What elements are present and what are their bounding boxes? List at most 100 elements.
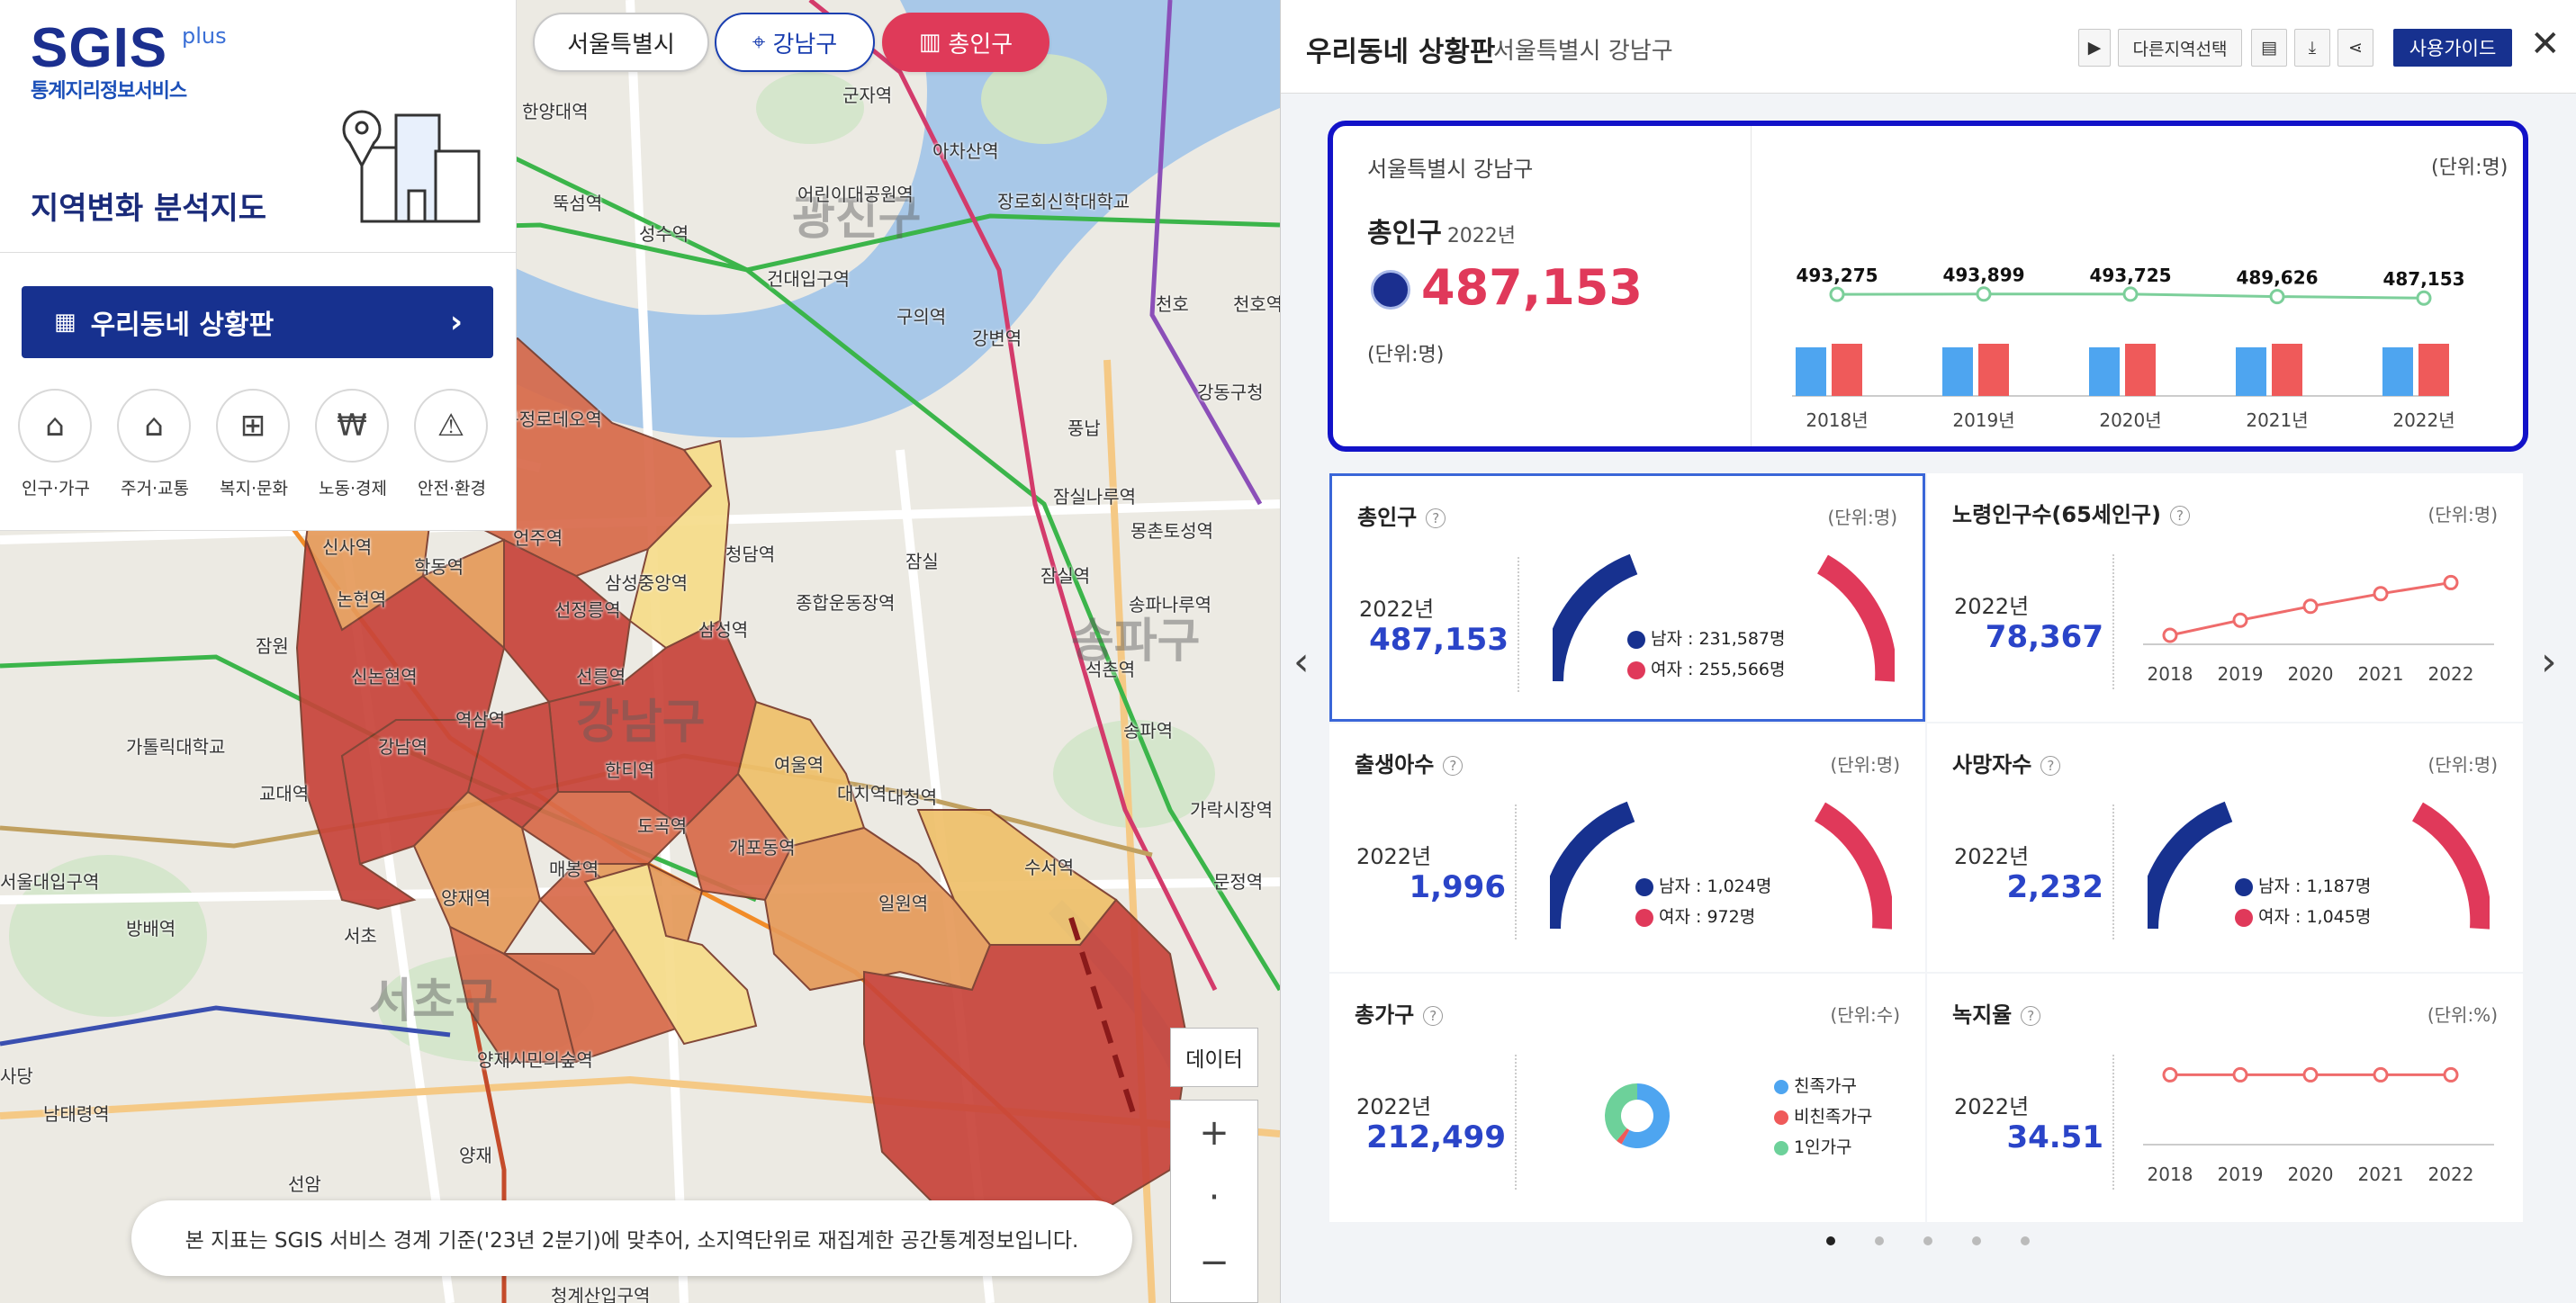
x-tick-label: 2019년 [1952,409,2014,431]
play-button[interactable]: ▶ [2078,29,2111,67]
donut-slice [1605,1083,1637,1141]
district-label: 광진구 [792,192,922,246]
data-label: 493,725 [2089,265,2171,286]
download-icon[interactable]: ⤓ [2294,29,2330,67]
card-title: 총인구? [1357,499,1446,531]
card-title: 출생아수? [1355,747,1464,778]
won-coin-icon: ₩ [315,389,389,463]
page-dot[interactable] [1923,1236,1932,1245]
district-label: 강남구 [576,696,706,750]
station-label: 선릉역 [576,666,626,687]
station-label: 양재역 [441,887,491,909]
help-icon[interactable]: ? [2021,1006,2041,1026]
population-button[interactable]: ▥ 총인구 [882,13,1049,72]
other-region-button[interactable]: 다른지역선택 [2118,29,2242,67]
legend-female: 여자 : 972명 [1635,903,1755,928]
card-title: 녹지율? [1952,997,2041,1029]
summary-unit: (단위:명) [1367,344,1445,366]
data-point [2443,574,2459,590]
card-unit: (단위:명) [2427,504,2498,526]
zoom-out-button[interactable]: − [1199,1242,1229,1283]
card-unit: (단위:명) [1827,507,1897,528]
card-value: 487,153 [1369,622,1509,658]
station-label: 천호 [1156,293,1189,315]
category-welfare-culture[interactable]: ⊞ 복지·문화 [216,389,292,499]
data-point [2122,286,2139,302]
category-label: 노동·경제 [319,479,387,499]
sgis-logo[interactable]: SGIS plus 통계지리정보서비스 [31,16,227,103]
station-label: 여울역 [774,754,824,776]
card-households[interactable]: 총가구? (단위:수) 2022년 212,499 친족가구 비친족가구 1인가… [1329,974,1925,1222]
data-label: 493,275 [1796,265,1878,286]
card-deaths[interactable]: 사망자수? (단위:명) 2022년 2,232 남자 : 1,187명 여자 … [1927,723,2523,972]
bar-female [2125,344,2156,396]
help-icon[interactable]: ? [2169,506,2190,526]
card-year: 2022년 [1954,844,2030,869]
card-year: 2022년 [1356,844,1432,869]
share-icon[interactable]: ⋖ [2337,29,2373,67]
user-guide-button[interactable]: 사용가이드 [2393,29,2512,67]
x-tick-label: 2021년 [2246,409,2308,431]
gender-gauge [2148,801,2490,930]
station-label: 대청역 [887,786,938,808]
district-label: 서초구 [369,975,499,1029]
card-unit: (단위:%) [2427,1004,2498,1026]
page-title: 지역변화 분석지도 [31,191,267,227]
station-label: 역삼역 [455,709,506,731]
document-icon[interactable]: ▤ [2251,29,2287,67]
category-population-household[interactable]: ⌂ 인구·가구 [18,389,94,499]
station-label: 양재시민의숲역 [477,1049,593,1071]
station-label: 강변역 [972,328,1022,349]
prev-arrow-icon[interactable]: ‹ [1293,639,1310,685]
category-labor-economy[interactable]: ₩ 노동·경제 [315,389,391,499]
seoul-button[interactable]: 서울특별시 [533,13,709,72]
page-dot[interactable] [1972,1236,1981,1245]
station-label: 구의역 [896,306,947,328]
panel-header: 우리동네 상황판 서울특별시 강남구 ▶ 다른지역선택 ▤ ⤓ ⋖ 사용가이드 … [1281,0,2576,94]
station-label: 남태령역 [43,1103,110,1125]
station-label: 잠실역 [1040,565,1091,587]
page-dot[interactable] [1875,1236,1884,1245]
legend-text: 1인가구 [1794,1137,1852,1157]
bar-female [2418,344,2449,396]
card-unit: (단위:명) [2427,754,2498,776]
legend-female: 여자 : 255,566명 [1627,656,1786,680]
female-text: 여자 : 1,045명 [2258,907,2372,927]
card-green-ratio[interactable]: 녹지율? (단위:%) 2022년 34.51 2018 2019 2020 2021… [1927,974,2523,1222]
dashboard-panel: 우리동네 상황판 서울특별시 강남구 ▶ 다른지역선택 ▤ ⤓ ⋖ 사용가이드 … [1280,0,2576,1303]
card-title-text: 녹지율 [1952,1002,2013,1028]
data-point [2162,1066,2178,1083]
elderly-line-chart: 2018 2019 2020 2021 2022 [2143,574,2494,685]
next-arrow-icon[interactable]: › [2541,639,2557,685]
card-births[interactable]: 출생아수? (단위:명) 2022년 1,996 남자 : 1,024명 여자 … [1329,723,1925,972]
card-value: 78,367 [1985,619,2103,655]
category-label: 안전·환경 [418,479,486,499]
x-tick-label: 2020 [2288,1164,2334,1185]
help-icon[interactable]: ? [2040,756,2061,776]
gangnam-button[interactable]: ⌖ 강남구 [715,13,875,72]
data-point [2443,1066,2459,1083]
category-housing-transport[interactable]: ⌂ 주거·교통 [117,389,193,499]
station-label: 군자역 [842,85,893,106]
card-population[interactable]: 총인구? (단위:명) 2022년 487,153 남자 : 231,587명 … [1329,473,1925,722]
page-dot-active[interactable] [1826,1236,1835,1245]
category-safety-environment[interactable]: ⚠ 안전·환경 [414,389,490,499]
close-icon[interactable]: ✕ [2530,23,2561,65]
bar-chart-icon: ▥ [918,29,941,56]
card-elderly[interactable]: 노령인구수(65세인구)? (단위:명) 2022년 78,367 2018 20… [1927,473,2523,722]
station-label: 대치역 [837,783,887,804]
district-label: 송파구 [1071,615,1201,669]
zoom-in-button[interactable]: + [1199,1112,1229,1154]
help-icon[interactable]: ? [1443,756,1464,776]
zoom-level-indicator[interactable]: · [1208,1177,1220,1218]
legend-text: 비친족가구 [1794,1107,1873,1127]
help-icon[interactable]: ? [1423,1006,1444,1026]
bar-male [1942,347,1973,396]
data-button[interactable]: 데이터 [1170,1028,1258,1087]
dashboard-button[interactable]: ▦ 우리동네 상황판 › [22,286,493,358]
help-icon[interactable]: ? [1426,508,1446,528]
station-label: 가톨릭대학교 [126,736,226,758]
male-dot [1627,630,1645,649]
page-dot[interactable] [2021,1236,2030,1245]
bar-male [2089,347,2120,396]
